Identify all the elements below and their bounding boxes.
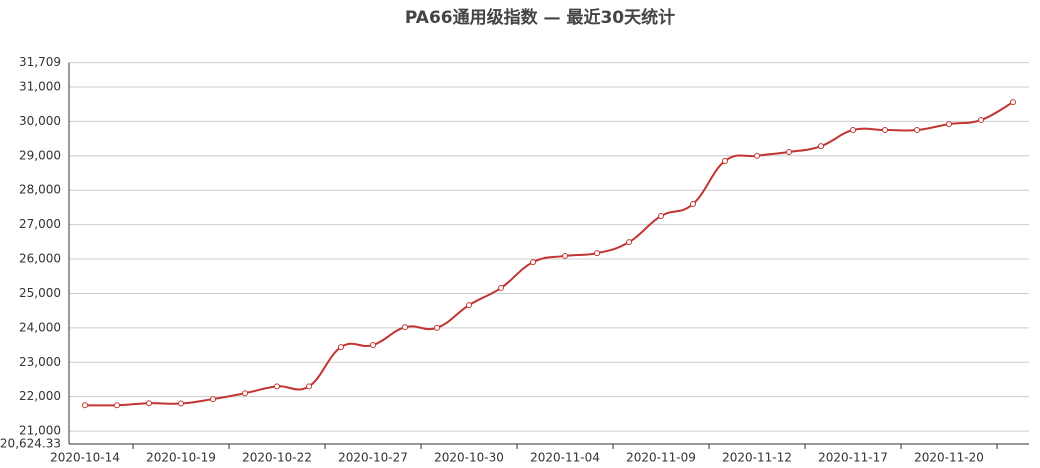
point: [242, 390, 248, 397]
point: [498, 284, 504, 291]
point: [850, 127, 856, 134]
point: [178, 400, 184, 407]
x-tick-label: 2020-10-14: [50, 451, 120, 465]
series-line: [84, 101, 1014, 407]
y-tick-label: 22,000: [19, 389, 61, 403]
point: [466, 302, 472, 309]
point: [690, 200, 696, 207]
y-tick-label: 27,000: [19, 217, 61, 231]
y-tick-label: 23,000: [19, 355, 61, 369]
y-tick-label: 20,624.33: [0, 437, 61, 451]
point: [530, 259, 536, 266]
point: [626, 239, 632, 246]
chart-title: PA66通用级指数 — 最近30天统计: [405, 7, 675, 28]
point: [306, 383, 312, 390]
x-tick-label: 2020-10-30: [434, 451, 504, 465]
point: [434, 324, 440, 331]
point: [82, 402, 88, 409]
y-tick-label: 31,709: [19, 55, 61, 69]
y-tick-label: 30,000: [19, 114, 61, 128]
x-tick-label: 2020-11-20: [914, 451, 984, 465]
y-tick-label: 31,000: [19, 79, 61, 93]
y-tick-label: 28,000: [19, 183, 61, 197]
point: [658, 213, 664, 220]
x-tick-label: 2020-10-27: [338, 451, 408, 465]
point: [338, 344, 344, 351]
y-tick-label: 24,000: [19, 320, 61, 334]
x-tick-label: 2020-11-04: [530, 451, 600, 465]
point: [562, 252, 568, 259]
point: [1010, 99, 1016, 106]
point: [594, 250, 600, 257]
point: [146, 400, 152, 407]
point: [946, 121, 952, 128]
point: [882, 127, 888, 134]
y-tick-label: 21,000: [19, 424, 61, 438]
point: [114, 402, 120, 409]
y-tick-label: 25,000: [19, 286, 61, 300]
point: [754, 152, 760, 159]
point: [370, 342, 376, 349]
y-tick-label: 26,000: [19, 252, 61, 266]
x-tick-label: 2020-11-09: [626, 451, 696, 465]
point: [914, 127, 920, 134]
x-tick-label: 2020-10-19: [146, 451, 216, 465]
y-tick-label: 29,000: [19, 148, 61, 162]
x-tick-label: 2020-10-22: [242, 451, 312, 465]
point: [402, 324, 408, 331]
x-tick-label: 2020-11-12: [722, 451, 792, 465]
point: [274, 383, 280, 390]
point: [786, 149, 792, 156]
point: [818, 143, 824, 150]
point: [722, 157, 728, 164]
point: [210, 396, 216, 403]
x-tick-label: 2020-11-17: [818, 451, 888, 465]
point: [978, 117, 984, 124]
